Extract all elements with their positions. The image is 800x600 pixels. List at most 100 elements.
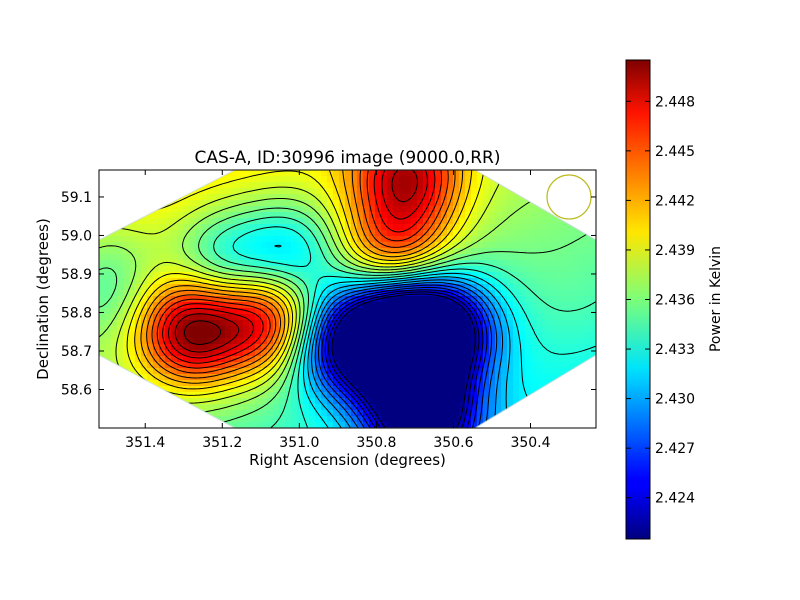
heatmap-cell bbox=[435, 218, 442, 225]
heatmap-cell bbox=[471, 362, 478, 369]
heatmap-cell bbox=[579, 296, 586, 303]
heatmap-cell bbox=[417, 290, 424, 297]
heatmap-cell bbox=[297, 314, 304, 321]
heatmap-cell bbox=[525, 284, 532, 291]
heatmap-cell bbox=[261, 278, 268, 285]
heatmap-cell bbox=[525, 254, 532, 261]
heatmap-cell bbox=[219, 260, 226, 267]
heatmap-cell bbox=[117, 236, 124, 243]
heatmap-cell bbox=[465, 410, 472, 417]
heatmap-cell bbox=[333, 350, 340, 357]
heatmap-cell bbox=[453, 260, 460, 267]
heatmap-cell bbox=[501, 200, 508, 207]
heatmap-cell bbox=[411, 212, 418, 219]
heatmap-cell bbox=[489, 254, 496, 261]
heatmap-cell bbox=[225, 326, 232, 333]
heatmap-cell bbox=[135, 338, 142, 345]
heatmap-cell bbox=[345, 398, 352, 405]
heatmap-cell bbox=[459, 398, 466, 405]
heatmap-cell bbox=[219, 338, 226, 345]
heatmap-cell bbox=[339, 230, 346, 237]
heatmap-cell bbox=[477, 404, 484, 411]
heatmap-cell bbox=[327, 272, 334, 279]
heatmap-cell bbox=[375, 218, 382, 225]
heatmap-cell bbox=[591, 272, 596, 279]
heatmap-cell bbox=[483, 398, 490, 405]
heatmap-cell bbox=[495, 260, 502, 267]
heatmap-cell bbox=[411, 176, 418, 183]
heatmap-cell bbox=[147, 224, 154, 231]
heatmap-cell bbox=[339, 176, 346, 183]
heatmap-cell bbox=[441, 284, 448, 291]
heatmap-cell bbox=[513, 398, 520, 405]
y-tick-label: 59.1 bbox=[61, 190, 92, 206]
heatmap-cell bbox=[327, 278, 334, 285]
heatmap-cell bbox=[429, 290, 436, 297]
heatmap-cell bbox=[453, 188, 460, 195]
heatmap-cell bbox=[429, 350, 436, 357]
heatmap-cell bbox=[189, 368, 196, 375]
heatmap-cell bbox=[447, 260, 454, 267]
heatmap-cell bbox=[333, 392, 340, 399]
heatmap-cell bbox=[489, 380, 496, 387]
heatmap-cell bbox=[249, 182, 256, 189]
heatmap-cell bbox=[195, 404, 202, 411]
heatmap-cell bbox=[441, 374, 448, 381]
heatmap-cell bbox=[477, 206, 484, 213]
heatmap-cell bbox=[531, 302, 538, 309]
heatmap-cell bbox=[225, 236, 232, 243]
heatmap-cell bbox=[471, 368, 478, 375]
heatmap-cell bbox=[315, 404, 322, 411]
heatmap-cell bbox=[489, 218, 496, 225]
heatmap-cell bbox=[321, 212, 328, 219]
heatmap-cell bbox=[333, 248, 340, 255]
heatmap-cell bbox=[369, 356, 376, 363]
heatmap-cell bbox=[411, 392, 418, 399]
heatmap-cell bbox=[381, 350, 388, 357]
heatmap-cell bbox=[99, 272, 106, 279]
heatmap-cell bbox=[381, 182, 388, 189]
heatmap-cell bbox=[249, 248, 256, 255]
heatmap-cell bbox=[321, 236, 328, 243]
heatmap-cell bbox=[291, 206, 298, 213]
heatmap-cell bbox=[105, 254, 112, 261]
heatmap-cell bbox=[237, 266, 244, 273]
heatmap-cell bbox=[387, 170, 394, 177]
heatmap-cell bbox=[435, 266, 442, 273]
heatmap-cell bbox=[243, 188, 250, 195]
heatmap-cell bbox=[393, 302, 400, 309]
heatmap-cell bbox=[429, 248, 436, 255]
heatmap-cell bbox=[189, 194, 196, 201]
heatmap-cell bbox=[435, 278, 442, 285]
heatmap-cell bbox=[213, 248, 220, 255]
heatmap-cell bbox=[213, 380, 220, 387]
heatmap-cell bbox=[291, 362, 298, 369]
heatmap-cell bbox=[489, 242, 496, 249]
heatmap-cell bbox=[177, 368, 184, 375]
heatmap-cell bbox=[423, 410, 430, 417]
heatmap-cell bbox=[171, 356, 178, 363]
heatmap-cell bbox=[555, 302, 562, 309]
heatmap-cell bbox=[165, 344, 172, 351]
heatmap-cell bbox=[177, 236, 184, 243]
heatmap-cell bbox=[273, 302, 280, 309]
plot-area bbox=[98, 169, 597, 429]
heatmap-cell bbox=[339, 236, 346, 243]
heatmap-cell bbox=[243, 170, 250, 177]
heatmap-cell bbox=[213, 272, 220, 279]
heatmap-cell bbox=[501, 368, 508, 375]
heatmap-cell bbox=[177, 332, 184, 339]
heatmap-cell bbox=[417, 380, 424, 387]
heatmap-cell bbox=[159, 338, 166, 345]
heatmap-cell bbox=[357, 338, 364, 345]
heatmap-cell bbox=[507, 200, 514, 207]
heatmap-cell bbox=[99, 332, 106, 339]
heatmap-cell bbox=[369, 380, 376, 387]
heatmap-cell bbox=[255, 404, 262, 411]
heatmap-cell bbox=[483, 176, 490, 183]
heatmap-cell bbox=[447, 398, 454, 405]
heatmap-cell bbox=[411, 374, 418, 381]
heatmap-cell bbox=[303, 182, 310, 189]
heatmap-cell bbox=[555, 368, 562, 375]
heatmap-cell bbox=[453, 326, 460, 333]
